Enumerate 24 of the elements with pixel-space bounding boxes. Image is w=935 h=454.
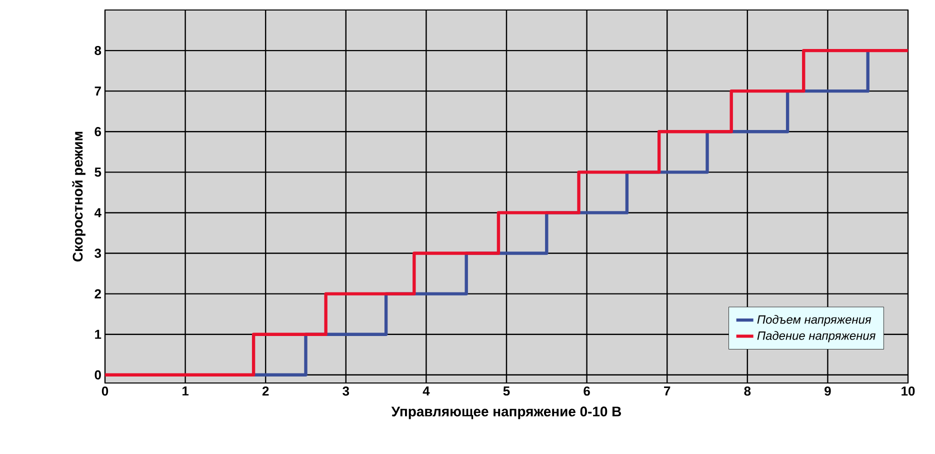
y-tick-label: 4 bbox=[94, 208, 102, 218]
y-tick-label: 1 bbox=[95, 330, 102, 339]
legend-label: Подъем напряжения bbox=[757, 314, 872, 326]
y-tick-label: 0 bbox=[94, 370, 101, 380]
x-axis-title: Управляющее напряжение 0-10 В bbox=[391, 406, 622, 420]
x-tick-label: 8 bbox=[744, 386, 751, 396]
x-tick-label: 9 bbox=[824, 386, 831, 396]
x-tick-label: 4 bbox=[422, 386, 430, 396]
legend-label: Падение напряжения bbox=[757, 331, 876, 342]
y-tick-label: 5 bbox=[94, 168, 102, 177]
y-tick-label: 3 bbox=[94, 248, 102, 258]
y-tick-label: 2 bbox=[94, 289, 101, 298]
x-tick-label: 7 bbox=[664, 386, 670, 396]
x-tick-label: 6 bbox=[584, 386, 590, 396]
y-tick-label: 6 bbox=[94, 127, 102, 136]
x-tick-label: 10 bbox=[902, 386, 915, 396]
x-tick-label: 2 bbox=[262, 386, 269, 396]
y-tick-label: 7 bbox=[94, 86, 101, 96]
x-tick-label: 3 bbox=[342, 386, 350, 396]
x-tick-label: 0 bbox=[102, 386, 108, 396]
y-axis-title: Скоростной режим bbox=[72, 132, 86, 262]
x-tick-label: 1 bbox=[182, 386, 189, 396]
x-tick-label: 5 bbox=[503, 386, 510, 396]
y-tick-label: 8 bbox=[94, 46, 102, 56]
